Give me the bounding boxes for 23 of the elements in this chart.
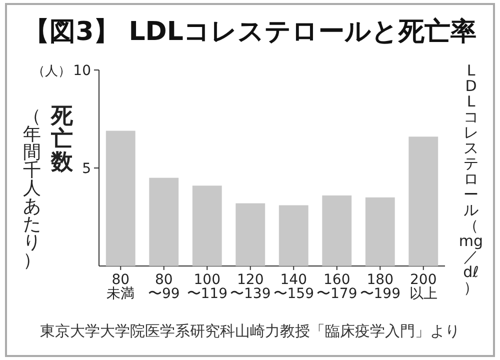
bar — [365, 197, 395, 266]
text: （人） — [32, 64, 71, 79]
x-tick-label: 140 〜159 — [273, 272, 314, 302]
bar — [192, 186, 222, 266]
x-tick-label: 100 〜119 — [186, 272, 228, 302]
x-tick-label: 80 〜99 — [148, 272, 180, 302]
text: 東京大学大学院医学系研究科山崎力教授「臨床疫学入門」より — [40, 322, 460, 340]
bar — [408, 136, 438, 266]
title: 【図3】 LDLコレステロールと死亡率 — [24, 17, 476, 47]
x-tick-label: 120 〜139 — [230, 272, 271, 302]
x-tick-label: 180 〜199 — [360, 272, 400, 302]
bar — [236, 203, 266, 266]
bar — [322, 195, 352, 266]
bar — [278, 205, 308, 266]
bar — [106, 130, 136, 266]
bar — [149, 178, 179, 266]
x-tick-label: 200 以上 — [409, 272, 438, 302]
y-tick-label: 5 — [82, 161, 91, 177]
x-tick-label: 160 〜179 — [316, 272, 358, 302]
ylabel: 死亡数 — [51, 104, 73, 175]
y-tick-label: 10 — [73, 63, 91, 79]
ylabel-sub: （年間千人あたり） — [23, 106, 41, 271]
x-tick-label: 80 未満 — [106, 272, 135, 302]
